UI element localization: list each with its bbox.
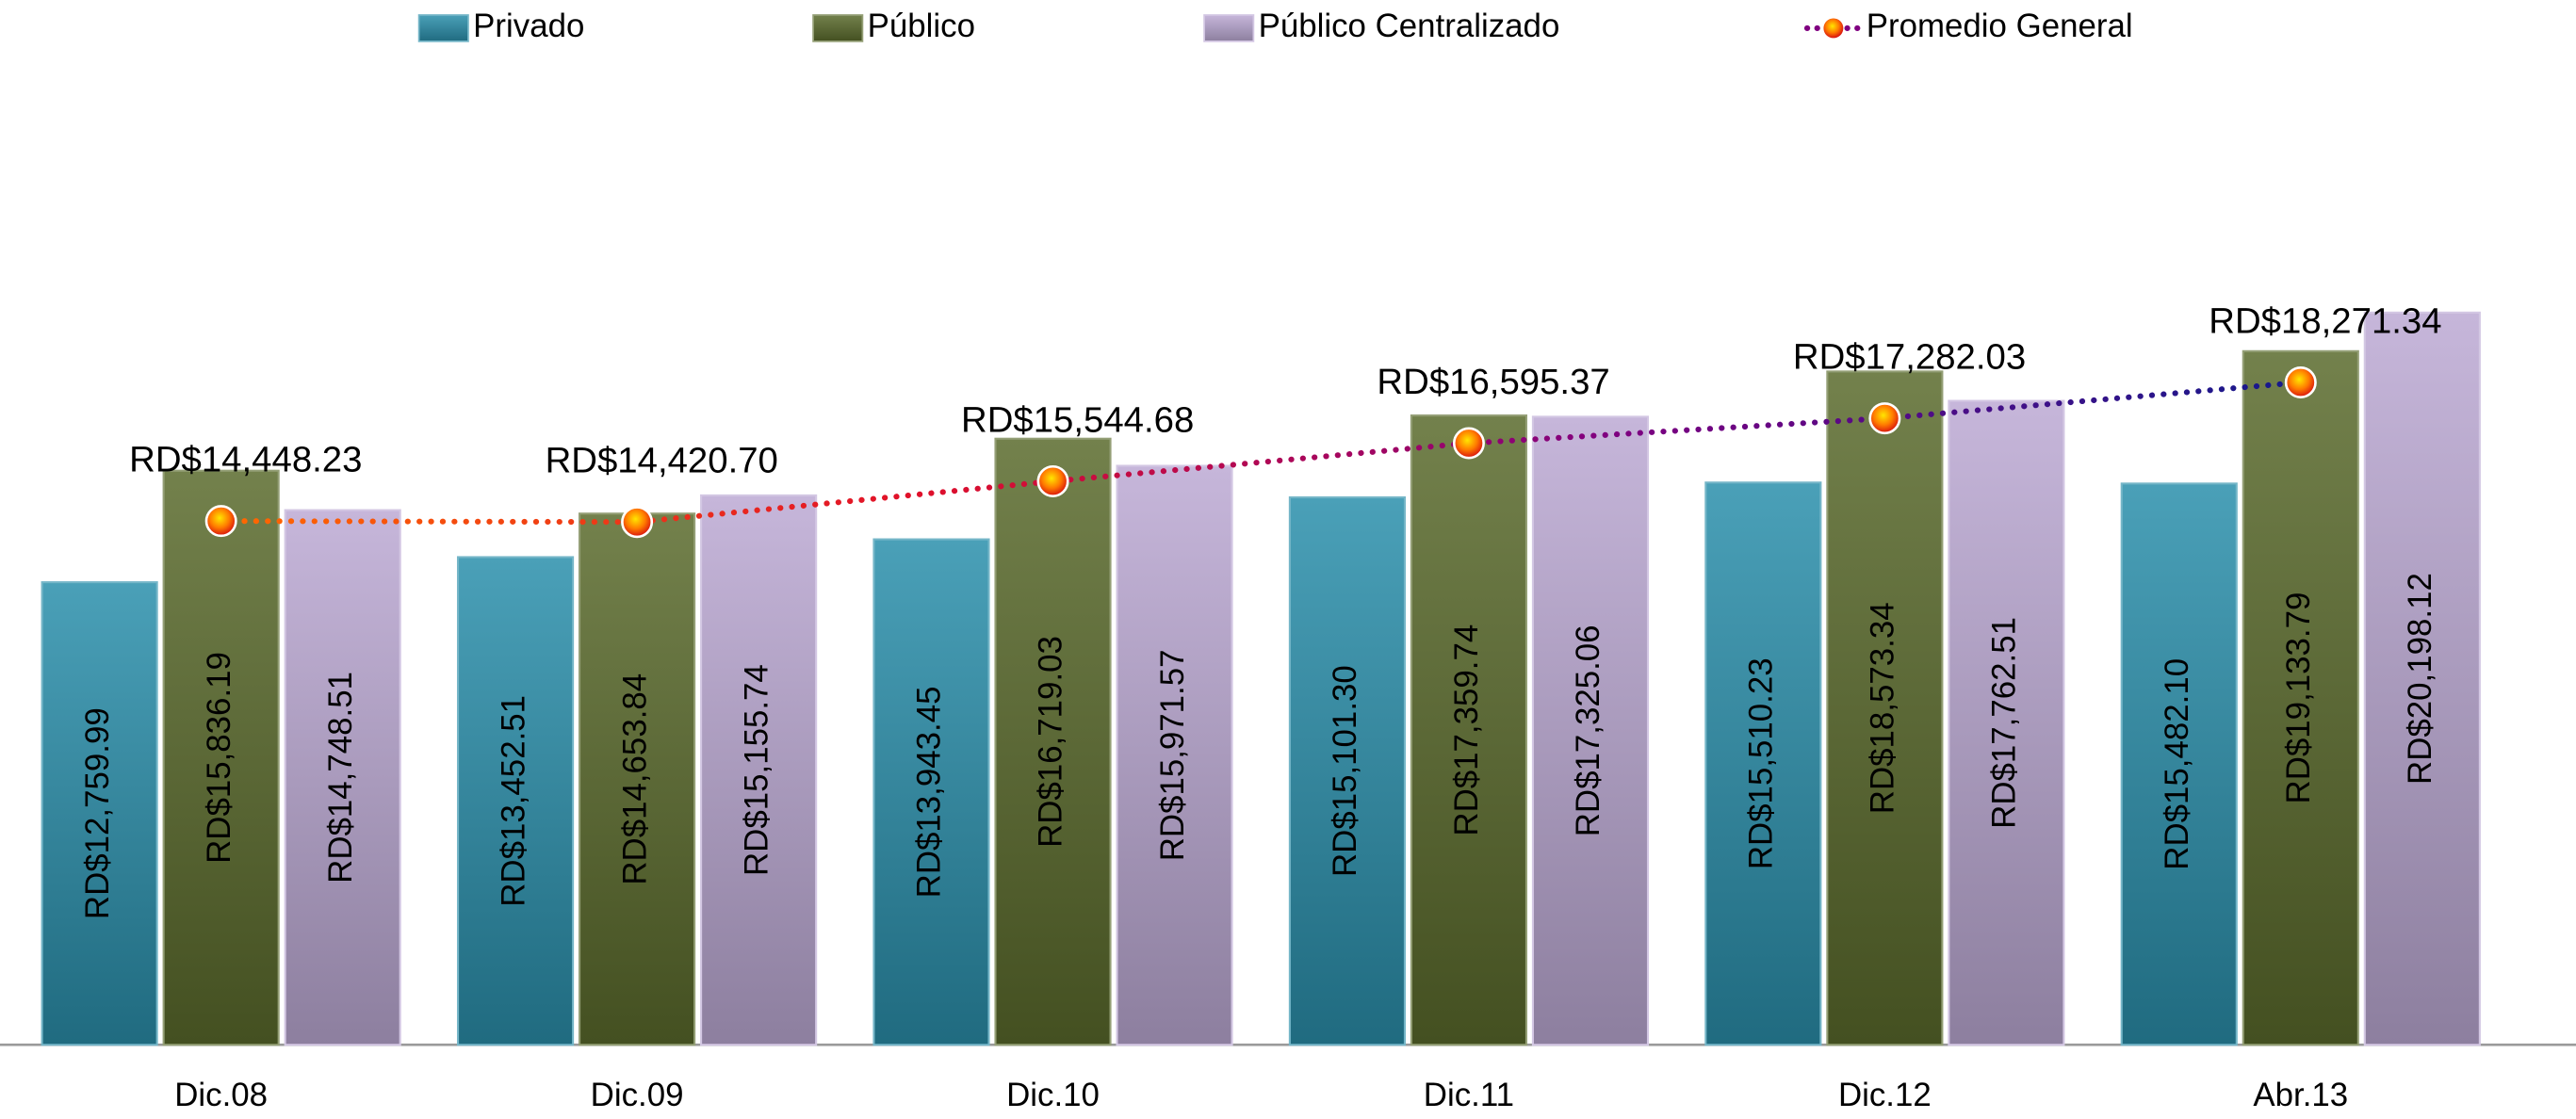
data-label: RD$14,748.51 xyxy=(322,672,359,884)
legend-label: Público Centralizado xyxy=(1259,8,1560,44)
bar xyxy=(2120,482,2238,1046)
line-marker xyxy=(2284,365,2317,398)
bar xyxy=(1288,495,1406,1046)
line-marker xyxy=(1868,402,1901,435)
bar xyxy=(994,437,1112,1046)
line-label: RD$16,595.37 xyxy=(1377,362,1609,402)
legend-swatch xyxy=(1823,18,1844,39)
line-marker xyxy=(204,505,237,538)
bar xyxy=(1826,370,1944,1046)
bar xyxy=(700,494,818,1046)
data-label: RD$16,719.03 xyxy=(1033,636,1069,848)
data-label: RD$15,101.30 xyxy=(1327,665,1363,877)
data-label: RD$19,133.79 xyxy=(2280,592,2317,804)
legend-label: Público xyxy=(868,8,975,44)
x-tick-label: Dic.10 xyxy=(1006,1077,1100,1113)
legend-swatch xyxy=(1203,14,1255,42)
line xyxy=(218,379,2304,526)
line-marker xyxy=(621,506,654,539)
x-tick-label: Abr.13 xyxy=(2253,1077,2348,1113)
bar xyxy=(1116,464,1233,1046)
data-label: RD$15,510.23 xyxy=(1743,657,1780,869)
line-marker xyxy=(1452,427,1485,460)
bar xyxy=(1531,415,1650,1046)
data-label: RD$17,762.51 xyxy=(1986,617,2023,829)
data-label: RD$15,971.57 xyxy=(1154,649,1191,861)
bar xyxy=(1410,414,1528,1046)
data-label: RD$15,155.74 xyxy=(738,664,774,876)
bar xyxy=(872,538,990,1046)
legend-label: Privado xyxy=(473,8,584,44)
legend-swatch xyxy=(812,14,864,42)
x-tick-label: Dic.11 xyxy=(1424,1077,1514,1113)
x-tick-label: Dic.12 xyxy=(1838,1077,1932,1113)
line-label: RD$17,282.03 xyxy=(1793,336,2026,377)
bar xyxy=(2363,311,2481,1046)
bar xyxy=(456,556,575,1046)
line-label: RD$14,420.70 xyxy=(546,441,778,481)
data-label: RD$13,943.45 xyxy=(911,686,948,898)
bar xyxy=(1948,399,2065,1046)
bar xyxy=(579,512,696,1046)
data-label: RD$17,325.06 xyxy=(1570,624,1606,836)
line-label: RD$14,448.23 xyxy=(129,439,362,479)
data-label: RD$20,198.12 xyxy=(2402,573,2438,785)
line-label: RD$15,544.68 xyxy=(961,399,1194,440)
data-label: RD$15,836.19 xyxy=(201,652,237,864)
data-label: RD$18,573.34 xyxy=(1865,602,1901,814)
legend-label: Promedio General xyxy=(1867,8,2133,44)
bar xyxy=(2242,349,2359,1046)
bar xyxy=(162,469,280,1046)
bar xyxy=(41,581,158,1046)
bar xyxy=(1704,481,1822,1046)
data-label: RD$14,653.84 xyxy=(616,673,653,885)
bar xyxy=(284,509,401,1046)
legend-swatch xyxy=(417,14,469,42)
line-label: RD$18,271.34 xyxy=(2209,300,2441,341)
x-tick-label: Dic.08 xyxy=(174,1077,268,1113)
line-marker xyxy=(1036,464,1069,497)
x-tick-label: Dic.09 xyxy=(591,1077,684,1113)
data-label: RD$13,452.51 xyxy=(495,695,531,907)
data-label: RD$17,359.74 xyxy=(1448,624,1485,836)
data-label: RD$12,759.99 xyxy=(79,707,116,919)
data-label: RD$15,482.10 xyxy=(2159,658,2195,870)
